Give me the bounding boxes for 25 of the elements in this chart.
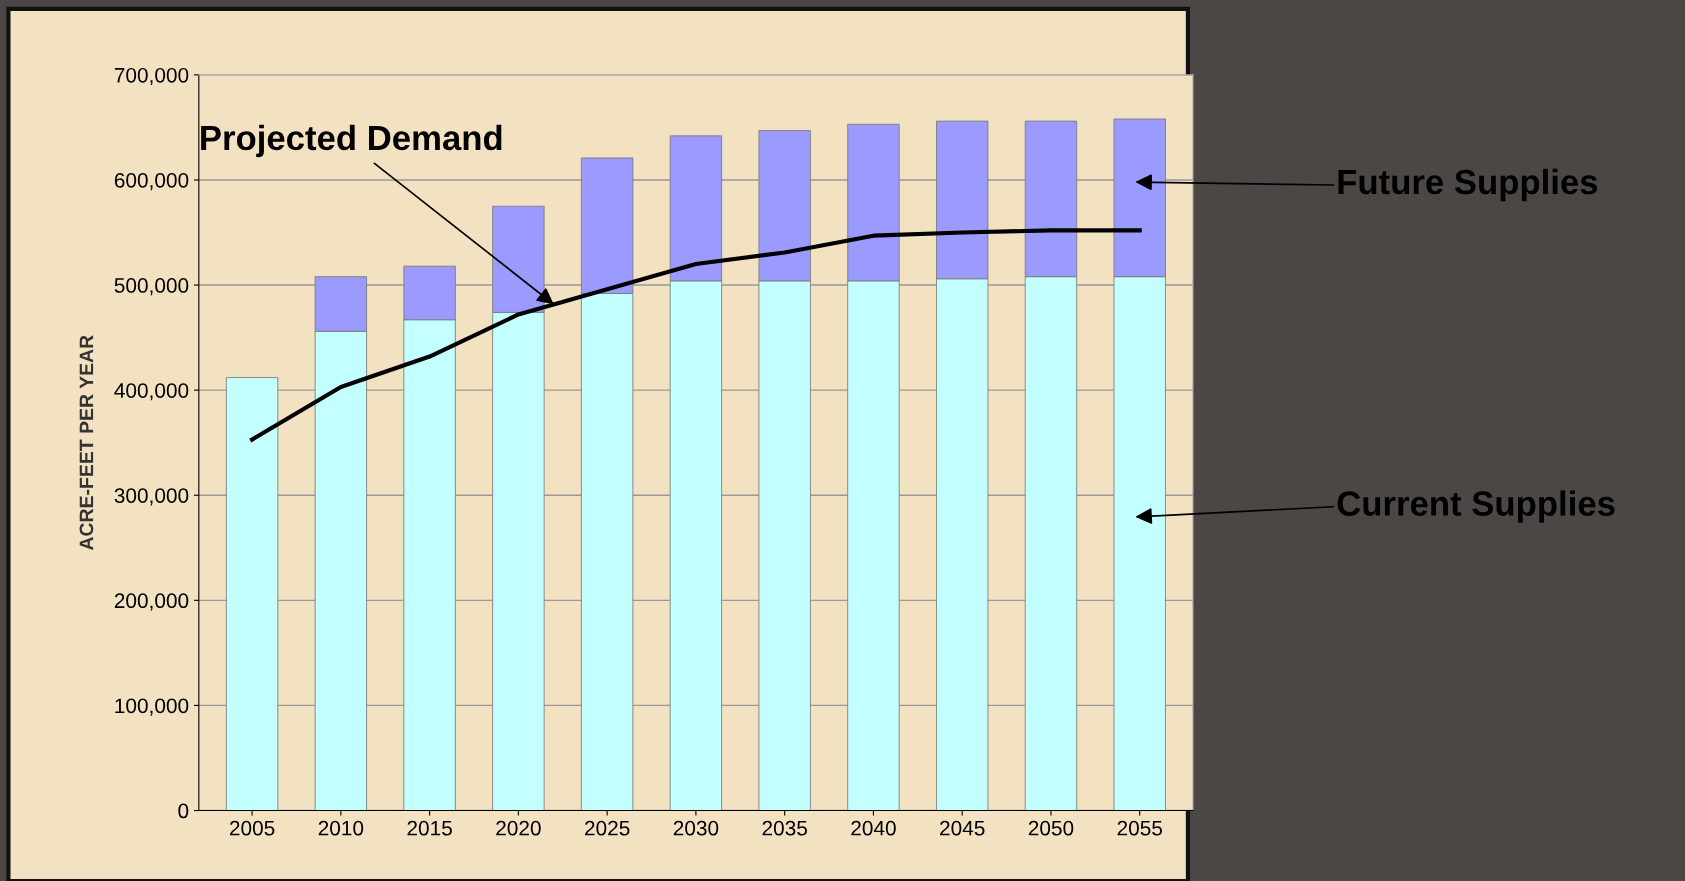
text: Projected Demand: [201, 124, 502, 158]
x-tick-label: 2035: [762, 820, 807, 836]
x-tick-label: 2020: [496, 820, 541, 836]
x-tick-label: 2050: [1028, 820, 1074, 836]
text: Current Supplies: [1337, 490, 1615, 523]
x-tick-label: 2055: [1117, 820, 1163, 836]
x-tick-label: 2045: [940, 820, 985, 836]
y-tick-label: 0: [178, 803, 189, 819]
x-tick-label: 2010: [318, 820, 364, 836]
y-tick-label: 500,000: [114, 278, 189, 296]
y-tick-label: 400,000: [114, 383, 189, 401]
y-tick-label: 700,000: [114, 67, 189, 86]
line-series: [250, 228, 1142, 442]
x-tick-label: 2025: [585, 820, 630, 836]
y-tick-label: 300,000: [114, 488, 189, 506]
x-tick-label: 2030: [673, 820, 719, 836]
x-tick-label: 2040: [851, 820, 896, 836]
x-tick-label: 2005: [229, 820, 275, 836]
y-tick-label: 600,000: [114, 172, 189, 191]
x-tick-label: 2015: [407, 820, 452, 836]
bar: [225, 377, 279, 811]
y-axis-title: ACRE-FEET PER YEAR: [79, 335, 94, 551]
text: Future Supplies: [1338, 168, 1598, 202]
y-tick-label: 200,000: [114, 593, 189, 611]
y-tick-label: 100,000: [115, 698, 189, 716]
